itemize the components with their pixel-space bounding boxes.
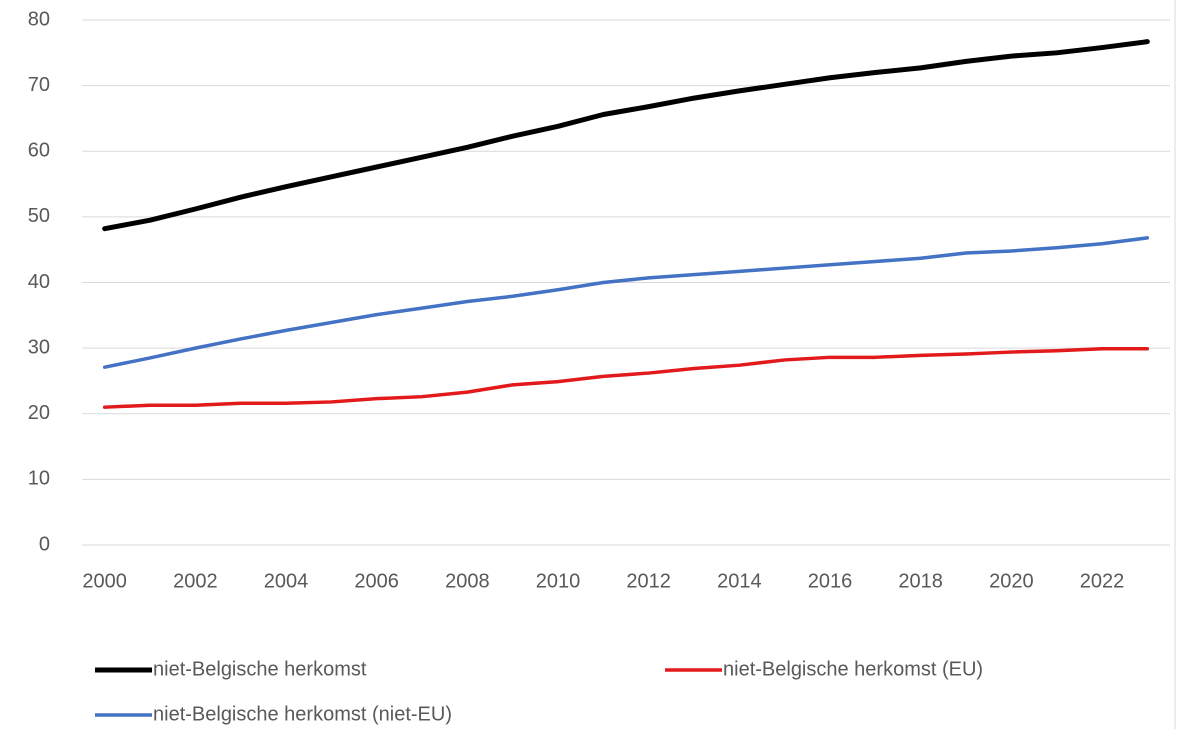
legend-label: niet-Belgische herkomst (EU)	[723, 658, 983, 680]
y-tick-label: 0	[39, 533, 50, 555]
y-tick-label: 70	[28, 74, 50, 96]
series-line	[102, 236, 1150, 369]
legend-label: niet-Belgische herkomst (niet-EU)	[153, 703, 452, 725]
series-line	[102, 347, 1150, 409]
y-tick-label: 30	[28, 336, 50, 358]
x-tick-label: 2000	[82, 570, 127, 592]
x-tick-label: 2020	[989, 570, 1034, 592]
y-tick-label: 40	[28, 271, 50, 293]
x-tick-label: 2008	[445, 570, 490, 592]
x-tick-label: 2018	[898, 570, 943, 592]
x-tick-label: 2014	[717, 570, 762, 592]
y-tick-label: 60	[28, 140, 50, 162]
x-tick-label: 2022	[1080, 570, 1125, 592]
y-tick-label: 10	[28, 468, 50, 490]
legend-label: niet-Belgische herkomst	[153, 658, 367, 680]
x-tick-label: 2010	[536, 570, 581, 592]
y-tick-label: 20	[28, 402, 50, 424]
y-tick-label: 80	[28, 8, 50, 30]
series-line	[102, 39, 1150, 232]
x-tick-label: 2006	[354, 570, 399, 592]
x-tick-label: 2004	[264, 570, 309, 592]
x-tick-label: 2002	[173, 570, 218, 592]
x-tick-label: 2016	[808, 570, 853, 592]
x-tick-label: 2012	[626, 570, 671, 592]
y-tick-label: 50	[28, 205, 50, 227]
